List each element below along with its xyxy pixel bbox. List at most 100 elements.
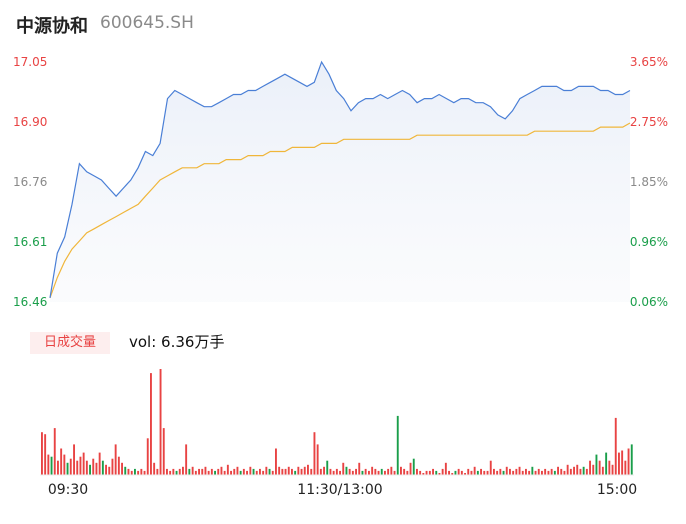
volume-bar [464,473,466,475]
volume-bar [380,468,383,475]
volume-bar [156,468,159,475]
percent-tick-label: 0.06% [630,295,668,309]
volume-bar [124,466,127,475]
price-tick-label: 16.46 [13,295,47,309]
volume-bar [207,470,210,475]
volume-bar [188,468,191,475]
volume-bar [137,470,140,475]
volume-bar [493,468,495,475]
volume-bar [214,470,216,475]
volume-bar [41,432,43,475]
volume-bar [425,470,428,475]
price-tick-label: 17.05 [13,55,47,69]
volume-bar [416,468,418,475]
volume-bar [204,466,207,475]
volume-bar [130,470,133,475]
volume-bar [111,458,114,475]
volume-bar [50,456,53,475]
volume-bar [595,454,598,475]
volume-bar [146,438,149,475]
volume-bar [400,466,402,475]
volume-bar [114,444,117,475]
volume-bar [566,464,569,475]
volume-bar [47,454,50,475]
volume-bar [108,466,111,475]
volume-bar [521,470,524,475]
volume-bar [489,460,492,475]
volume-bar [278,466,281,475]
volume-bar [560,468,563,475]
volume-bar [339,470,341,475]
volume-bar [79,456,82,475]
percent-tick-label: 2.75% [630,115,668,129]
volume-readout: vol: 6.36万手 [129,333,225,351]
volume-bar [44,434,47,475]
volume-bar [422,473,425,475]
volume-bar [239,470,242,475]
volume-bar [316,444,319,475]
volume-bar [377,470,380,475]
volume-bar [73,444,75,475]
volume-bar [242,468,245,475]
volume-bar [547,470,550,475]
volume-bar [319,468,322,475]
price-area [50,62,630,302]
volume-bar [438,473,441,475]
volume-bar [230,470,232,475]
volume-bar [371,466,374,475]
volume-bar [169,470,172,475]
volume-bar [448,470,450,475]
volume-bar [553,470,556,475]
volume-bar [550,468,553,475]
volume-bar [435,470,438,475]
volume-bar [598,460,601,475]
volume-bar [614,417,617,475]
volume-bar [470,470,473,475]
volume-bar [98,452,101,475]
volume-bar [194,470,197,475]
volume-bar [480,468,482,475]
volume-bar [525,468,527,475]
volume-bar [85,460,88,475]
volume-bar [457,468,460,475]
volume-bar [544,468,547,475]
percent-tick-label: 0.96% [630,235,668,249]
volume-bar [393,470,396,475]
volume-bar [259,468,261,475]
volume-bar [499,468,502,475]
volume-bar [153,462,156,475]
volume-bar [201,468,204,475]
volume-bar [297,466,300,475]
volume-bar [515,468,518,475]
volume-bar [345,466,348,475]
volume-bar [117,456,120,475]
volume-bar [403,468,406,475]
volume-bar [223,470,226,475]
volume-badge: 日成交量 [30,332,110,354]
volume-bar [618,452,620,475]
volume-bar [582,466,585,475]
volume-bar [384,470,386,475]
volume-bar [182,466,184,475]
time-tick-label: 09:30 [48,482,88,498]
volume-bar [162,428,165,475]
volume-bar [444,462,447,475]
volume-bar [576,464,579,475]
volume-bar [428,470,431,475]
volume-bar [406,470,409,475]
volume-bar [454,470,457,475]
volume-bar [348,468,351,475]
volume-bar [624,460,627,475]
price-tick-label: 16.61 [13,235,47,249]
volume-bar [60,448,63,475]
volume-bar [419,470,422,475]
volume-bar [483,470,486,475]
volume-bar [57,460,59,475]
volume-bar [246,470,248,475]
volume-bar [502,470,505,475]
volume-bar [178,468,181,475]
volume-bar [310,468,313,475]
volume-bar [592,464,595,475]
volume-bar [355,468,357,475]
time-tick-label: 15:00 [597,482,637,498]
